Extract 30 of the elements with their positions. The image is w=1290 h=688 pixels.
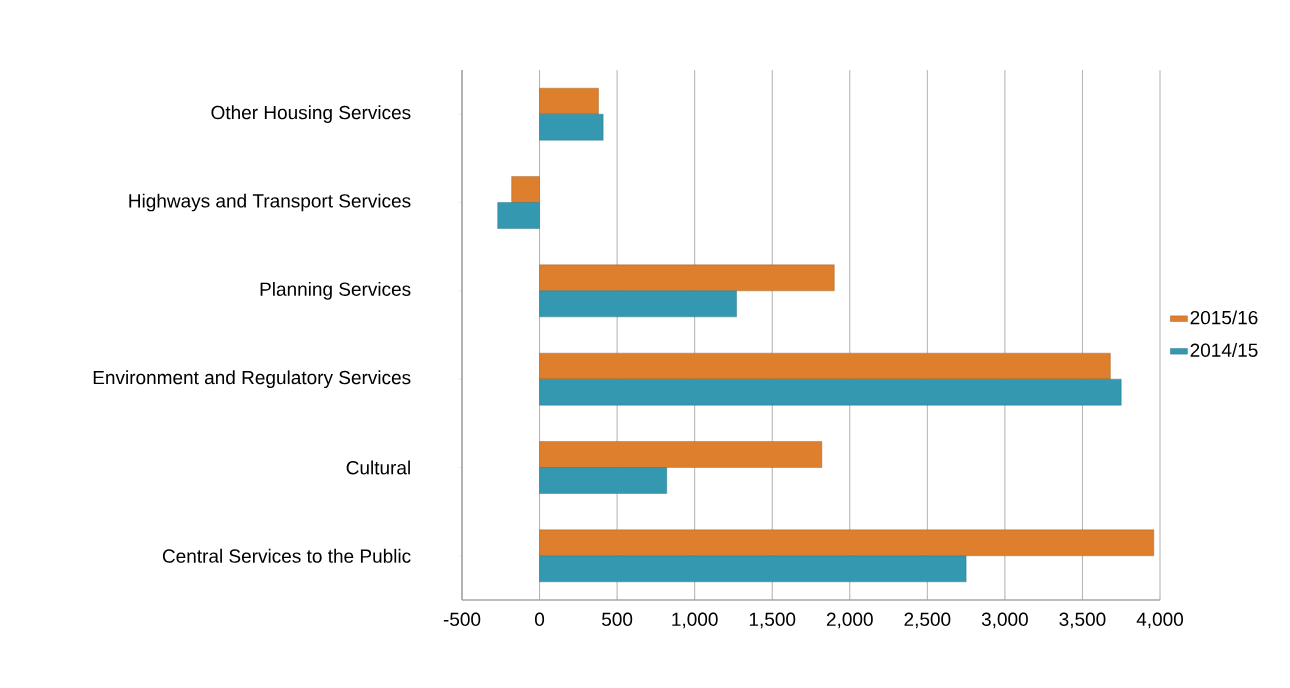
bar (539, 290, 737, 318)
bar (539, 264, 835, 292)
bar (511, 176, 540, 203)
bar (539, 352, 1111, 380)
x-tick-label: 4,000 (1136, 612, 1184, 629)
bar (497, 202, 540, 229)
x-tick-label: 3,500 (1059, 612, 1106, 629)
x-tick-label: 0 (535, 612, 545, 626)
legend-label: 2014/15 (1190, 343, 1258, 357)
y-tick-label: Environment and Regulatory Services (93, 370, 411, 389)
y-tick-label: Highways and Transport Services (129, 193, 411, 212)
bar (539, 441, 823, 468)
x-tick-label: 3,000 (981, 612, 1028, 629)
x-tick-label: -500 (443, 612, 481, 626)
x-tick-label: 2,500 (904, 612, 951, 629)
bar (539, 555, 967, 583)
x-tick-label: 500 (602, 612, 633, 626)
bar (539, 113, 604, 141)
y-tick-label: Central Services to the Public (162, 548, 411, 563)
x-tick-label: 2,000 (826, 612, 873, 629)
bar (539, 467, 667, 494)
y-tick-label: Cultural (346, 460, 410, 475)
bar (539, 378, 1122, 406)
bar (539, 529, 1154, 557)
y-tick-label: Other Housing Services (211, 105, 411, 124)
bar (539, 87, 599, 115)
y-tick-label: Planning Services (260, 281, 411, 300)
x-tick-label: 1,500 (749, 612, 796, 629)
x-tick-label: 1,000 (672, 612, 718, 629)
legend-label: 2015/16 (1190, 310, 1258, 325)
